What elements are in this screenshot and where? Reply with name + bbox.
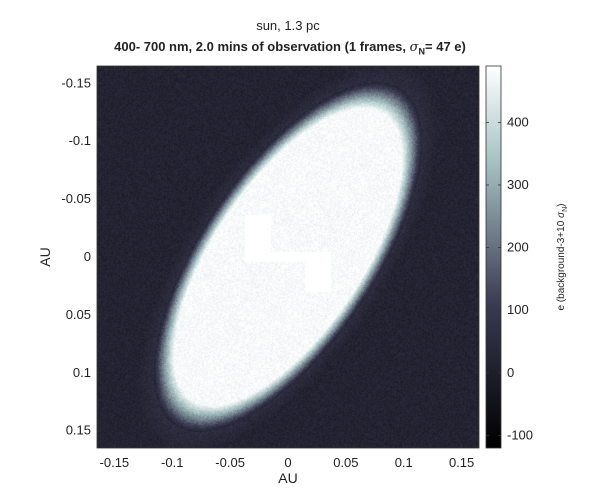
x-axis-ticks: -0.15 -0.1 -0.05 0 0.05 0.1 0.15 [100, 66, 474, 470]
x-tick-label: 0.1 [395, 455, 413, 470]
y-axis-label: AU [37, 247, 53, 266]
chart-subtitle: 400- 700 nm, 2.0 mins of observation (1 … [60, 39, 520, 57]
subtitle-suffix: = 47 e) [425, 39, 466, 54]
colorbar-tick-label: 0 [507, 365, 514, 380]
colorbar-label-subscript: N [562, 207, 569, 212]
sigma-symbol: σ [409, 40, 419, 55]
y-tick-label: 0.15 [66, 423, 91, 438]
subtitle-subscript: N [418, 46, 426, 57]
x-tick-label: 0.05 [333, 455, 358, 470]
y-axis-ticks: -0.15 -0.1 -0.05 0 0.05 0.1 0.15 [61, 75, 479, 438]
x-tick-label: -0.1 [161, 455, 183, 470]
colorbar-tick-label: 300 [507, 177, 529, 192]
y-tick-label: 0.05 [66, 307, 91, 322]
colorbar-label: e (background-3+10 σN) [556, 203, 569, 310]
y-tick-label: 0.1 [73, 365, 91, 380]
colorbar-tick-label: 400 [507, 114, 529, 129]
heatmap-container [97, 66, 479, 448]
x-tick-label: -0.05 [215, 455, 245, 470]
heatmap-image [97, 66, 479, 448]
colorbar [485, 65, 502, 449]
y-tick-label: -0.15 [61, 75, 91, 90]
x-axis-label: AU [278, 470, 297, 486]
x-tick-label: 0 [284, 455, 291, 470]
colorbar-tick-label: -100 [507, 427, 533, 442]
x-tick-label: -0.15 [100, 455, 130, 470]
chart-title: sun, 1.3 pc [256, 18, 320, 33]
colorbar-label-sigma: σ [556, 211, 567, 218]
y-tick-label: -0.1 [69, 133, 91, 148]
y-tick-label: 0 [84, 249, 91, 264]
subtitle-prefix: 400- 700 nm, 2.0 mins of observation (1 … [114, 39, 410, 54]
y-tick-label: -0.05 [61, 191, 91, 206]
x-tick-label: 0.15 [449, 455, 474, 470]
colorbar-tick-label: 100 [507, 302, 529, 317]
colorbar-label-suffix: ) [556, 203, 567, 206]
colorbar-ticks: -100 0 100 200 300 400 [486, 114, 533, 442]
colorbar-tick-label: 200 [507, 240, 529, 255]
colorbar-label-prefix: e (background-3+10 [556, 218, 567, 311]
